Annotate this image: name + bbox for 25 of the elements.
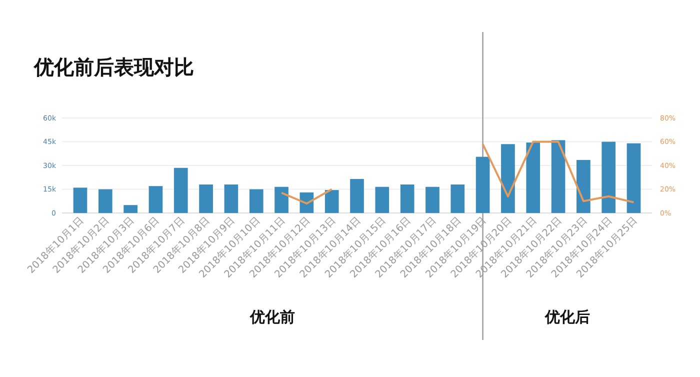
bar — [73, 188, 88, 213]
bar — [400, 184, 414, 213]
bar — [274, 186, 288, 213]
chart-title: 优化前后表现对比 — [33, 55, 194, 79]
bar — [476, 156, 490, 213]
bar — [148, 186, 163, 213]
bar — [224, 184, 238, 213]
bar — [551, 140, 566, 213]
bar — [626, 143, 641, 213]
text: 优化后 — [544, 308, 590, 326]
bar — [249, 189, 264, 213]
bar — [350, 178, 364, 213]
bar — [426, 186, 440, 213]
bar — [324, 190, 339, 213]
bar — [124, 205, 138, 213]
bar — [98, 189, 112, 213]
bar — [375, 186, 390, 213]
bar — [501, 144, 515, 213]
bar — [450, 184, 465, 213]
bar — [174, 168, 188, 213]
text: 优化前 — [248, 308, 295, 326]
bar — [526, 142, 540, 213]
bar — [199, 184, 213, 213]
bar — [602, 142, 616, 213]
bar — [576, 160, 590, 213]
